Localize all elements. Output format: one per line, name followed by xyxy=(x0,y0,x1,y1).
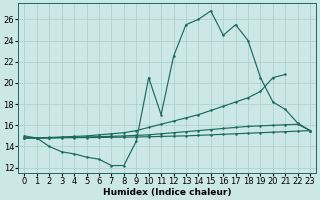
X-axis label: Humidex (Indice chaleur): Humidex (Indice chaleur) xyxy=(103,188,232,197)
